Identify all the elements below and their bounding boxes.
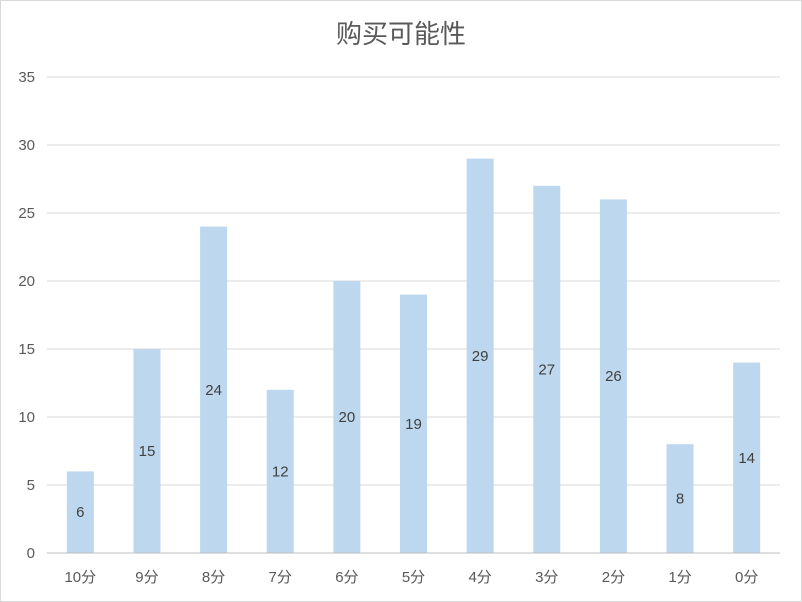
y-tick-label: 25: [18, 205, 35, 222]
data-label: 20: [339, 409, 356, 426]
x-tick-label: 0分: [735, 569, 758, 586]
bar: [599, 199, 627, 553]
chart-title: 购买可能性: [336, 20, 466, 50]
x-tick-label: 10分: [64, 569, 96, 586]
bar: [466, 158, 494, 553]
data-label: 29: [472, 348, 489, 365]
bar: [133, 349, 161, 553]
bars: [66, 158, 761, 554]
bar: [66, 471, 94, 553]
x-tick-label: 9分: [135, 569, 158, 586]
data-label: 14: [738, 450, 755, 467]
x-tick-label: 3分: [535, 569, 558, 586]
data-label: 26: [605, 368, 622, 385]
bar: [533, 185, 561, 554]
data-label: 8: [676, 491, 684, 508]
y-tick-label: 10: [18, 409, 35, 426]
y-tick-label: 20: [18, 273, 35, 290]
bar: [733, 362, 761, 553]
bar: [400, 294, 427, 553]
y-tick-label: 5: [27, 477, 35, 494]
bar: [333, 281, 361, 553]
x-axis-ticks: 10分 9分 8分 7分 6分 5分 4分 3分 2分 1分 0分: [64, 569, 758, 586]
data-label: 15: [139, 443, 156, 460]
bar: [200, 226, 228, 553]
x-tick-label: 8分: [202, 569, 225, 586]
data-label: 6: [76, 504, 84, 521]
data-label: 19: [405, 416, 422, 433]
y-tick-label: 15: [18, 341, 35, 358]
x-tick-label: 2分: [602, 569, 625, 586]
x-tick-label: 1分: [668, 569, 691, 586]
x-tick-label: 6分: [335, 569, 358, 586]
data-label: 24: [205, 382, 222, 399]
data-labels: 6 15 24 12 20 19 29 27 26 8 14: [76, 348, 755, 521]
y-tick-label: 35: [18, 69, 35, 86]
y-tick-label: 30: [18, 137, 35, 154]
x-tick-label: 5分: [402, 569, 425, 586]
bar: [666, 444, 694, 553]
bar: [266, 389, 294, 553]
y-tick-label: 0: [27, 545, 35, 562]
y-axis-ticks: 0 5 10 15 20 25 30 35: [18, 69, 35, 562]
x-tick-label: 4分: [468, 569, 491, 586]
x-tick-label: 7分: [269, 569, 292, 586]
data-label: 12: [272, 463, 289, 480]
data-label: 27: [538, 361, 555, 378]
